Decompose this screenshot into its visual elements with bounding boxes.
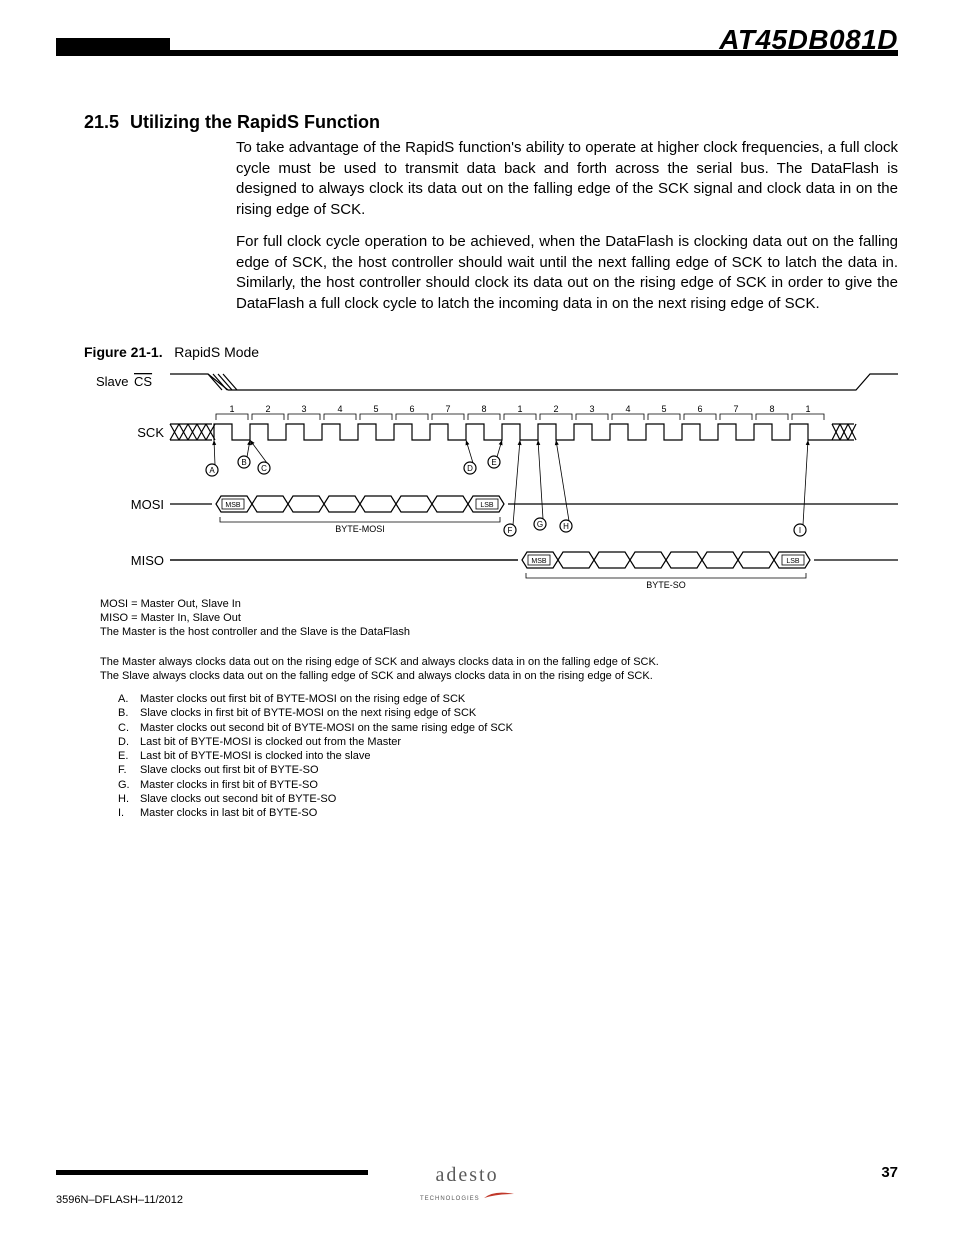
note-list-item: B.Slave clocks in first bit of BYTE-MOSI… xyxy=(118,706,513,720)
figure-caption: Figure 21-1. RapidS Mode xyxy=(84,344,259,360)
notes-block-2: The Master always clocks data out on the… xyxy=(100,656,659,684)
note-line: The Slave always clocks data out on the … xyxy=(100,670,659,684)
svg-text:5: 5 xyxy=(661,404,666,414)
svg-text:2: 2 xyxy=(265,404,270,414)
svg-text:5: 5 xyxy=(373,404,378,414)
brand-name: adesto xyxy=(420,1164,514,1187)
figure-label-bold: Figure 21-1. xyxy=(84,344,163,360)
svg-text:3: 3 xyxy=(301,404,306,414)
svg-text:MSB: MSB xyxy=(531,558,547,565)
note-list-item: E.Last bit of BYTE-MOSI is clocked into … xyxy=(118,749,513,763)
svg-text:4: 4 xyxy=(625,404,630,414)
note-line: MISO = Master In, Slave Out xyxy=(100,612,410,626)
note-list-item: F.Slave clocks out first bit of BYTE-SO xyxy=(118,763,513,777)
svg-text:F: F xyxy=(508,526,513,535)
figure-label-rest: RapidS Mode xyxy=(174,344,259,360)
svg-text:8: 8 xyxy=(481,404,486,414)
svg-text:MISO: MISO xyxy=(131,553,164,568)
svg-text:LSB: LSB xyxy=(786,558,800,565)
svg-text:MOSI: MOSI xyxy=(131,497,164,512)
svg-text:D: D xyxy=(467,464,473,473)
footer-doc-id: 3596N–DFLASH–11/2012 xyxy=(56,1194,183,1206)
timing-diagram: Slave CS SCK MOSI MISO 1 2 3 4 5 6 7 8 1 2 3 4 5 6 7 8 1 MSB L… xyxy=(84,362,898,592)
svg-text:E: E xyxy=(491,458,496,467)
svg-text:CS: CS xyxy=(134,374,152,389)
svg-text:1: 1 xyxy=(229,404,234,414)
swoosh-icon xyxy=(484,1192,514,1200)
svg-text:2: 2 xyxy=(553,404,558,414)
note-list-item: I.Master clocks in last bit of BYTE-SO xyxy=(118,806,513,820)
product-name: AT45DB081D xyxy=(719,24,898,56)
section-number: 21.5 xyxy=(84,112,119,133)
svg-text:B: B xyxy=(241,458,246,467)
footer-page-number: 37 xyxy=(881,1164,898,1181)
note-line: MOSI = Master Out, Slave In xyxy=(100,598,410,612)
svg-text:BYTE-MOSI: BYTE-MOSI xyxy=(335,524,385,534)
section-title: Utilizing the RapidS Function xyxy=(130,112,380,133)
svg-text:8: 8 xyxy=(769,404,774,414)
svg-text:BYTE-SO: BYTE-SO xyxy=(646,580,686,590)
svg-text:G: G xyxy=(537,520,543,529)
svg-text:C: C xyxy=(261,464,267,473)
notes-block-1: MOSI = Master Out, Slave In MISO = Maste… xyxy=(100,598,410,639)
svg-text:6: 6 xyxy=(697,404,702,414)
note-line: The Master always clocks data out on the… xyxy=(100,656,659,670)
svg-text:A: A xyxy=(209,466,215,475)
svg-text:1: 1 xyxy=(805,404,810,414)
svg-text:LSB: LSB xyxy=(480,502,494,509)
brand-sub: TECHNOLOGIES xyxy=(420,1196,480,1202)
header-block xyxy=(56,38,170,56)
svg-text:1: 1 xyxy=(517,404,522,414)
notes-list: A.Master clocks out first bit of BYTE-MO… xyxy=(118,692,513,821)
svg-text:4: 4 xyxy=(337,404,342,414)
svg-text:7: 7 xyxy=(733,404,738,414)
svg-text:MSB: MSB xyxy=(225,502,241,509)
svg-text:Slave: Slave xyxy=(96,374,129,389)
svg-text:3: 3 xyxy=(589,404,594,414)
note-line: The Master is the host controller and th… xyxy=(100,626,410,640)
note-list-item: G.Master clocks in first bit of BYTE-SO xyxy=(118,778,513,792)
note-list-item: C.Master clocks out second bit of BYTE-M… xyxy=(118,721,513,735)
note-list-item: A.Master clocks out first bit of BYTE-MO… xyxy=(118,692,513,706)
paragraph-1: To take advantage of the RapidS function… xyxy=(236,138,898,221)
footer-rule xyxy=(56,1170,368,1175)
paragraph-2: For full clock cycle operation to be ach… xyxy=(236,232,898,315)
svg-text:H: H xyxy=(563,522,569,531)
footer-logo: adesto TECHNOLOGIES xyxy=(420,1164,514,1205)
svg-text:SCK: SCK xyxy=(137,425,164,440)
note-list-item: D.Last bit of BYTE-MOSI is clocked out f… xyxy=(118,735,513,749)
svg-text:7: 7 xyxy=(445,404,450,414)
note-list-item: H.Slave clocks out second bit of BYTE-SO xyxy=(118,792,513,806)
svg-text:6: 6 xyxy=(409,404,414,414)
svg-text:I: I xyxy=(799,526,801,535)
